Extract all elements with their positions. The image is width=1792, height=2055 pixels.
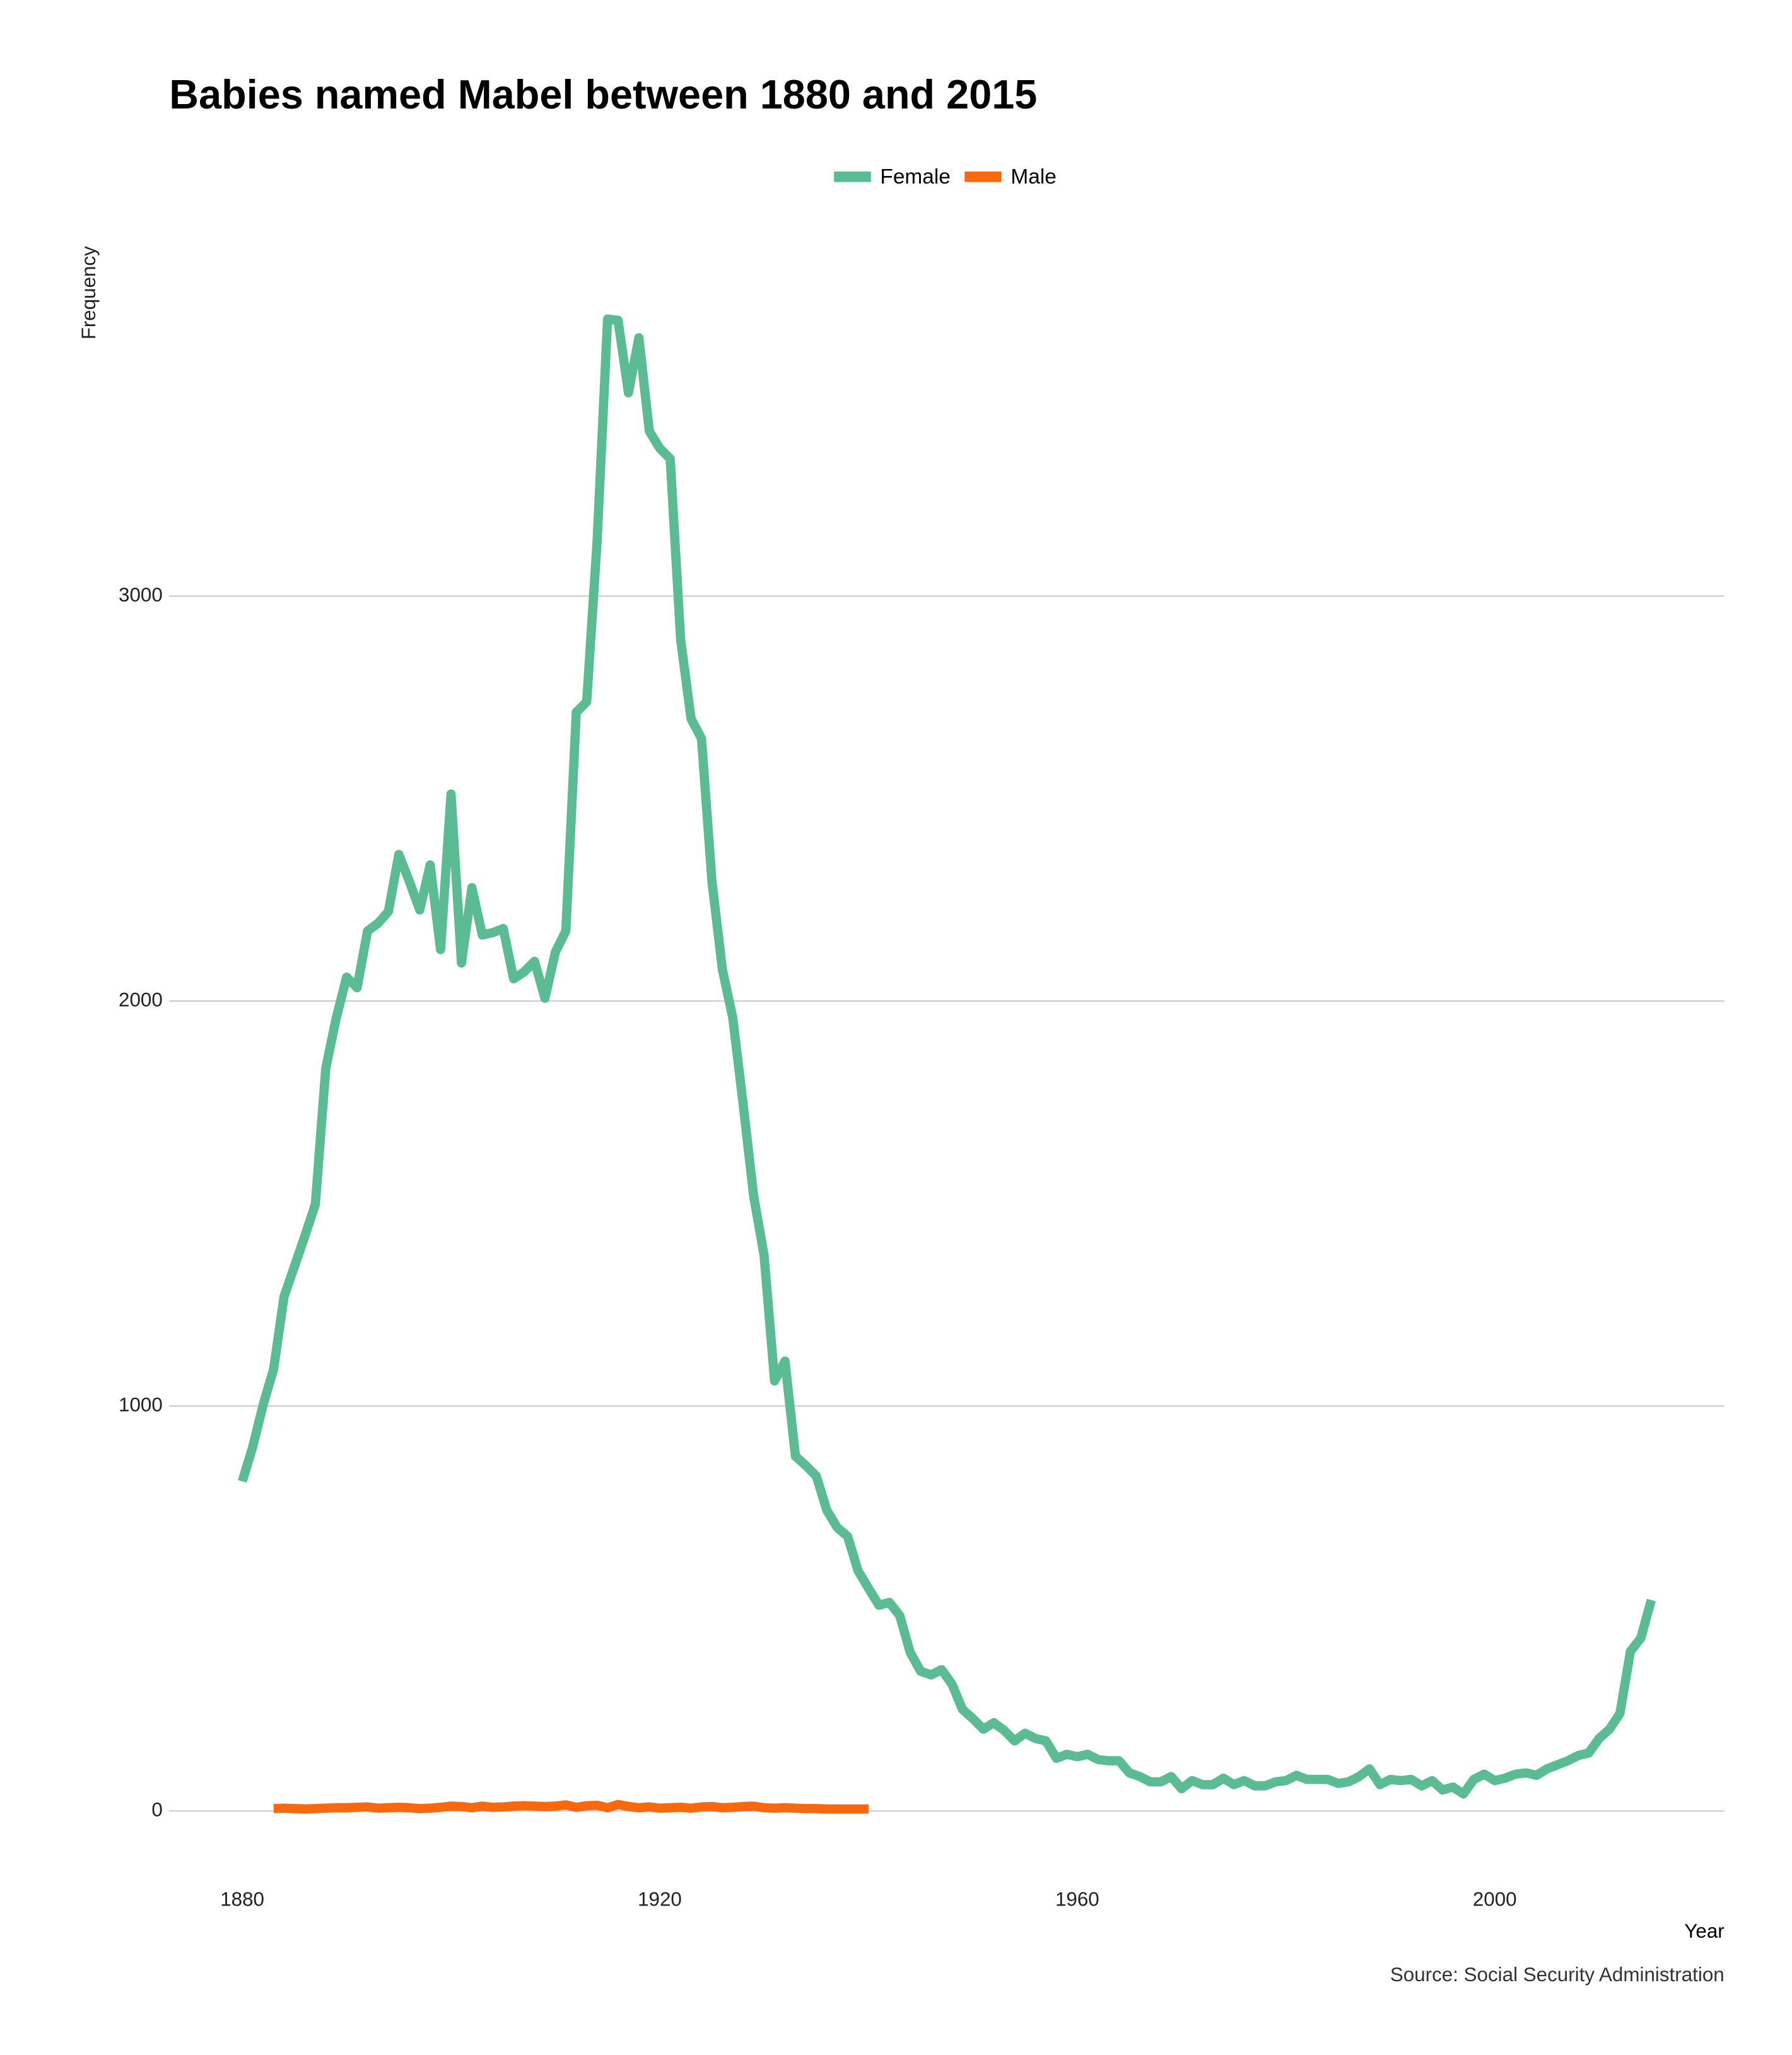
x-tick-label: 2000 bbox=[1473, 1888, 1517, 1911]
y-tick-label: 3000 bbox=[119, 583, 163, 606]
x-axis-title: Year bbox=[1684, 1920, 1724, 1942]
series-line bbox=[238, 314, 1656, 1799]
x-tick-label: 1880 bbox=[220, 1888, 264, 1911]
y-axis-title: Frequency bbox=[78, 246, 100, 339]
y-tick-label: 2000 bbox=[119, 988, 163, 1010]
chart-title: Babies named Mabel between 1880 and 2015 bbox=[169, 71, 1037, 117]
x-tick-label: 1960 bbox=[1055, 1888, 1099, 1911]
series-line bbox=[273, 1800, 869, 1814]
legend-label: Male bbox=[1010, 165, 1056, 189]
y-tick-label: 1000 bbox=[119, 1393, 163, 1415]
x-tick-label: 1920 bbox=[638, 1888, 682, 1911]
legend-label: Female bbox=[880, 165, 951, 189]
source-note: Source: Social Security Administration bbox=[1390, 1964, 1725, 1986]
y-tick-label: 0 bbox=[151, 1798, 162, 1820]
